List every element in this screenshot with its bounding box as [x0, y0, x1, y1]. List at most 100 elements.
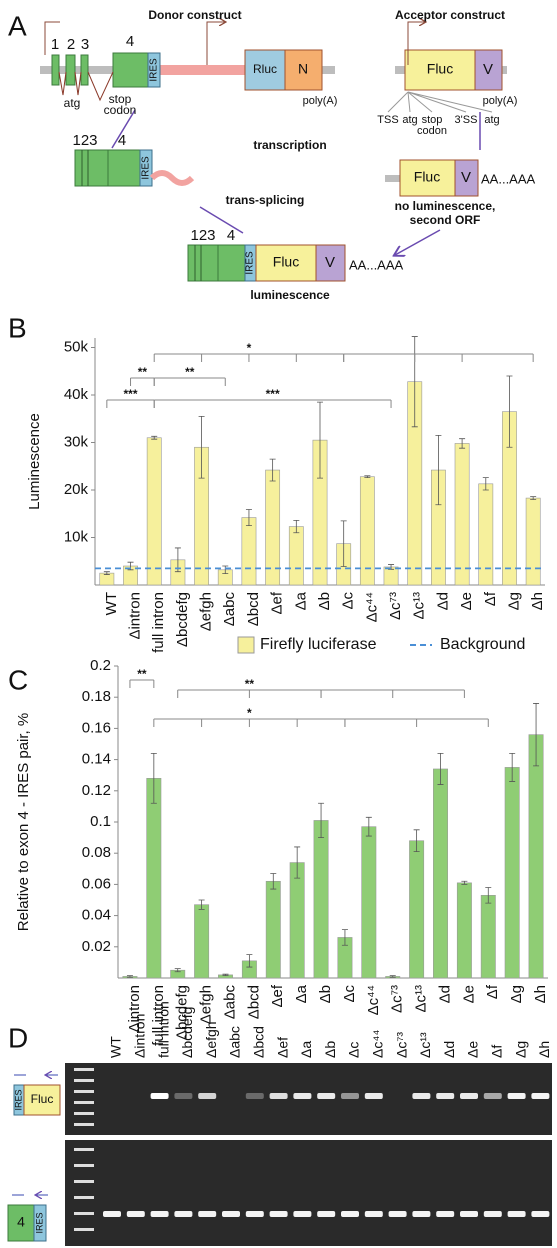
x-tick-label: Δabc — [221, 592, 238, 627]
x-tick-label: Δintron — [126, 985, 143, 1033]
legend-label: Background — [440, 636, 525, 653]
error-bar — [364, 475, 371, 479]
label: 4 — [118, 132, 126, 149]
gel-band — [388, 1211, 407, 1217]
error-bar — [245, 509, 252, 527]
error-bar — [485, 887, 492, 904]
label: Fluc — [427, 61, 453, 77]
significance-label: * — [247, 706, 252, 720]
error-bar — [435, 434, 442, 506]
error-bar — [126, 975, 133, 978]
ladder-band — [74, 1228, 94, 1231]
label: no luminescence, — [395, 199, 496, 213]
gel-band — [245, 1093, 264, 1099]
error-bar — [318, 802, 325, 838]
ladder-band — [74, 1196, 94, 1199]
x-tick-label: full intron — [150, 592, 167, 653]
x-tick-label: Δf — [482, 591, 499, 606]
gel-band — [412, 1211, 431, 1217]
significance-bracket — [177, 689, 322, 698]
error-bar — [222, 973, 229, 977]
lane-label: Δc⁷³ — [393, 1032, 409, 1058]
x-tick-label: Δa — [293, 984, 310, 1003]
x-tick-label: Δc — [340, 592, 357, 610]
gel-band — [436, 1211, 455, 1217]
gel-band — [198, 1093, 217, 1099]
significance-bracket — [344, 718, 489, 727]
gel-band — [150, 1211, 169, 1217]
gel-band — [174, 1211, 193, 1217]
y-tick-label: 0.02 — [82, 938, 111, 955]
error-bar — [150, 752, 157, 804]
label: IRES — [245, 251, 256, 275]
bar — [478, 483, 494, 586]
label: luminescence — [250, 288, 330, 302]
error-bar — [413, 829, 420, 853]
label: V — [461, 169, 471, 186]
y-tick-label: 20k — [64, 481, 89, 498]
gel-band — [269, 1093, 288, 1099]
label: transcription — [253, 138, 326, 152]
ladder-band — [74, 1148, 94, 1151]
error-bar — [198, 899, 205, 910]
significance-label: *** — [124, 387, 138, 401]
x-tick-label: Δb — [316, 592, 333, 610]
label: IRES — [13, 1089, 23, 1110]
gel-band — [483, 1093, 502, 1099]
label: Fluc — [273, 254, 299, 270]
bar — [194, 904, 210, 979]
x-tick-label: Δc⁴⁴ — [363, 592, 380, 622]
label: 4 — [126, 33, 134, 50]
lane-label: Δef — [274, 1037, 290, 1058]
gel-band — [364, 1093, 383, 1099]
error-bar — [294, 846, 301, 879]
bar — [409, 840, 425, 979]
gel-band — [245, 1211, 264, 1217]
bar — [361, 826, 377, 979]
lane-label: Δintron — [132, 1014, 148, 1058]
gel-band — [293, 1093, 312, 1099]
lane-label: Δc¹³ — [417, 1032, 433, 1058]
bar — [454, 443, 470, 586]
x-tick-label: WT — [103, 592, 120, 615]
x-tick-label: Δb — [317, 985, 334, 1003]
error-bar — [293, 520, 300, 534]
ladder-band — [74, 1212, 94, 1215]
x-tick-label: Δbcd — [245, 592, 262, 626]
error-bar — [459, 438, 466, 449]
label: 3'SS — [455, 114, 478, 126]
x-tick-label: Δg — [505, 592, 522, 610]
error-bar — [461, 880, 468, 885]
x-tick-label: Δd — [434, 592, 451, 610]
significance-label: ** — [245, 677, 255, 691]
x-tick-label: full intron — [150, 985, 167, 1046]
error-bar — [530, 496, 537, 500]
lane-label: Δbcd — [251, 1026, 267, 1058]
significance-label: ** — [137, 667, 147, 681]
gel-band — [364, 1211, 383, 1217]
gel-band — [198, 1211, 217, 1217]
x-tick-label: Δa — [292, 591, 309, 610]
x-tick-label: Δe — [458, 592, 475, 610]
panel-label: D — [8, 1022, 28, 1053]
label: IRES — [141, 156, 152, 180]
lane-label: Δbcdefg — [179, 1007, 195, 1058]
error-bar — [506, 375, 513, 448]
error-bar — [437, 752, 444, 785]
lane-label: Δa — [298, 1041, 314, 1058]
x-tick-label: Δbcd — [245, 985, 262, 1019]
error-bar — [340, 520, 347, 567]
ladder-band — [74, 1123, 94, 1126]
label: 123 — [190, 227, 215, 244]
legend-swatch — [237, 636, 255, 654]
x-tick-label: Δabc — [221, 985, 238, 1020]
significance-bracket — [130, 377, 155, 386]
x-tick-label: Δd — [436, 985, 453, 1003]
label: Fluc — [414, 169, 440, 185]
error-bar — [269, 458, 276, 482]
label: V — [325, 254, 335, 271]
x-tick-label: Δc⁷³ — [387, 592, 404, 620]
gel-band — [531, 1211, 550, 1217]
significance-label: ** — [185, 365, 195, 379]
